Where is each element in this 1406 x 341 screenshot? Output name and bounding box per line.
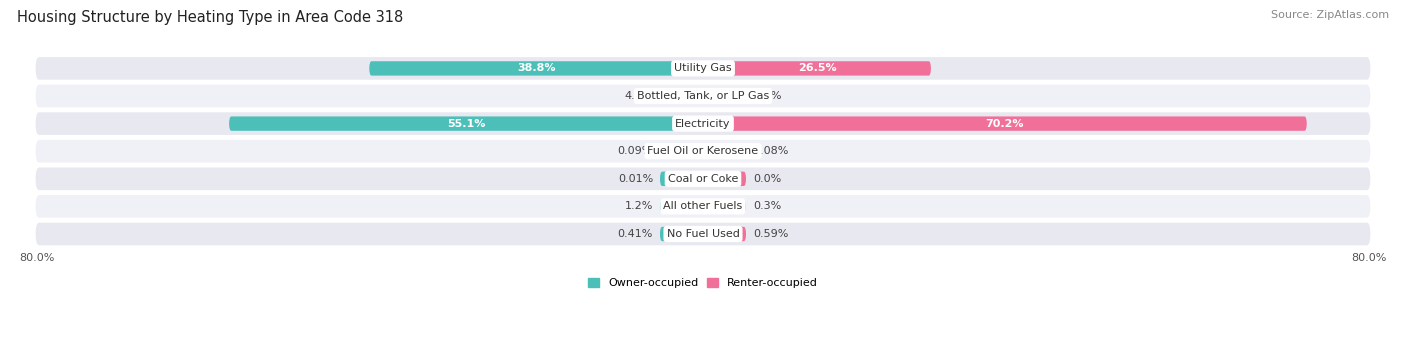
Text: 1.2%: 1.2% bbox=[624, 202, 654, 211]
FancyBboxPatch shape bbox=[659, 227, 703, 241]
Text: 55.1%: 55.1% bbox=[447, 119, 485, 129]
FancyBboxPatch shape bbox=[35, 85, 1371, 107]
FancyBboxPatch shape bbox=[703, 89, 747, 103]
FancyBboxPatch shape bbox=[703, 61, 931, 76]
Text: 80.0%: 80.0% bbox=[1351, 253, 1386, 263]
FancyBboxPatch shape bbox=[229, 116, 703, 131]
Text: 0.3%: 0.3% bbox=[752, 202, 782, 211]
Text: 26.5%: 26.5% bbox=[797, 63, 837, 73]
FancyBboxPatch shape bbox=[35, 140, 1371, 163]
Text: 70.2%: 70.2% bbox=[986, 119, 1024, 129]
FancyBboxPatch shape bbox=[35, 195, 1371, 218]
FancyBboxPatch shape bbox=[703, 227, 747, 241]
FancyBboxPatch shape bbox=[35, 223, 1371, 245]
Text: 0.08%: 0.08% bbox=[752, 146, 789, 156]
Text: Bottled, Tank, or LP Gas: Bottled, Tank, or LP Gas bbox=[637, 91, 769, 101]
Text: Fuel Oil or Kerosene: Fuel Oil or Kerosene bbox=[647, 146, 759, 156]
Text: 0.01%: 0.01% bbox=[617, 174, 654, 184]
Text: 0.59%: 0.59% bbox=[752, 229, 789, 239]
Text: 4.4%: 4.4% bbox=[624, 91, 654, 101]
FancyBboxPatch shape bbox=[703, 144, 747, 158]
Legend: Owner-occupied, Renter-occupied: Owner-occupied, Renter-occupied bbox=[583, 273, 823, 293]
Text: 38.8%: 38.8% bbox=[517, 63, 555, 73]
FancyBboxPatch shape bbox=[35, 112, 1371, 135]
Text: 0.0%: 0.0% bbox=[752, 174, 782, 184]
Text: 2.4%: 2.4% bbox=[752, 91, 782, 101]
FancyBboxPatch shape bbox=[659, 144, 703, 158]
FancyBboxPatch shape bbox=[703, 172, 747, 186]
Text: Electricity: Electricity bbox=[675, 119, 731, 129]
Text: All other Fuels: All other Fuels bbox=[664, 202, 742, 211]
Text: No Fuel Used: No Fuel Used bbox=[666, 229, 740, 239]
Text: 0.41%: 0.41% bbox=[617, 229, 654, 239]
FancyBboxPatch shape bbox=[35, 57, 1371, 80]
Text: Source: ZipAtlas.com: Source: ZipAtlas.com bbox=[1271, 10, 1389, 20]
Text: 80.0%: 80.0% bbox=[20, 253, 55, 263]
FancyBboxPatch shape bbox=[35, 167, 1371, 190]
FancyBboxPatch shape bbox=[659, 89, 703, 103]
FancyBboxPatch shape bbox=[703, 199, 747, 213]
Text: 0.09%: 0.09% bbox=[617, 146, 654, 156]
FancyBboxPatch shape bbox=[703, 116, 1306, 131]
Text: Coal or Coke: Coal or Coke bbox=[668, 174, 738, 184]
FancyBboxPatch shape bbox=[659, 199, 703, 213]
Text: Housing Structure by Heating Type in Area Code 318: Housing Structure by Heating Type in Are… bbox=[17, 10, 404, 25]
FancyBboxPatch shape bbox=[659, 172, 703, 186]
FancyBboxPatch shape bbox=[370, 61, 703, 76]
Text: Utility Gas: Utility Gas bbox=[675, 63, 731, 73]
